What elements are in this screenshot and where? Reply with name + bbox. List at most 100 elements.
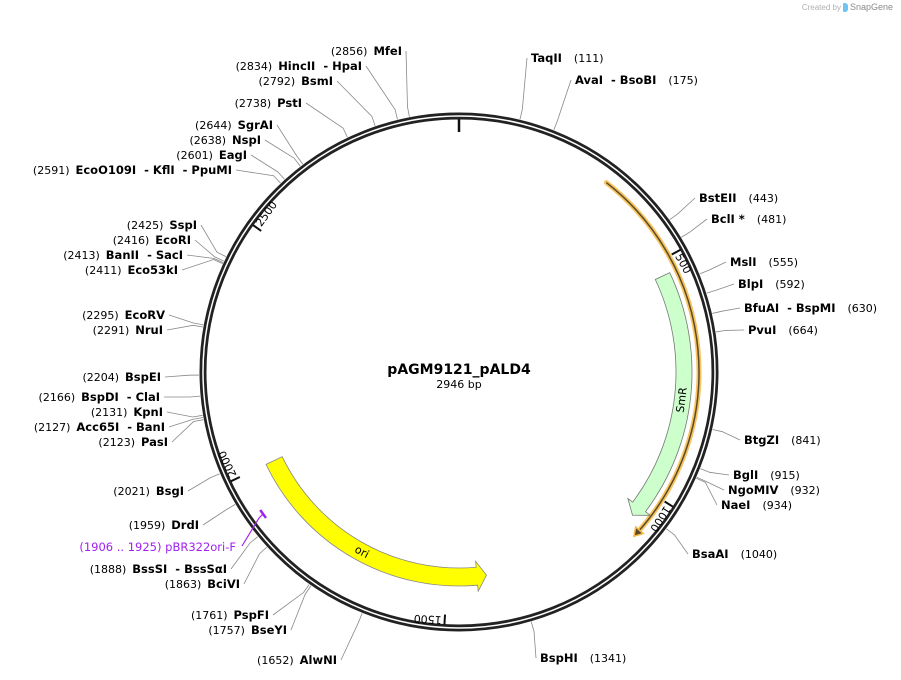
site-label[interactable]: (2834) HincII - HpaI xyxy=(236,59,362,73)
site-label[interactable]: (1652) AlwNI xyxy=(257,653,337,667)
restriction-site[interactable]: PvuI (664) xyxy=(715,323,818,337)
restriction-site[interactable]: (1761) PspFI xyxy=(191,584,310,622)
restriction-site[interactable]: TaqII (111) xyxy=(519,51,604,120)
site-name: Eco53kI xyxy=(127,263,178,277)
site-label[interactable]: (2127) Acc65I - BanI xyxy=(34,420,165,434)
restriction-site[interactable]: (2021) BsgI xyxy=(113,473,220,498)
site-name: PvuI xyxy=(748,323,776,337)
site-label[interactable]: BtgZI (841) xyxy=(744,433,821,447)
site-label[interactable]: (2123) PasI xyxy=(98,435,168,449)
site-label[interactable]: (2416) EcoRI xyxy=(113,233,191,247)
site-label[interactable]: (2204) BspEI xyxy=(82,370,161,384)
restriction-site[interactable]: (2856) MfeI xyxy=(331,44,410,117)
restriction-site[interactable]: (2834) HincII - HpaI xyxy=(236,59,398,120)
site-label[interactable]: NgoMIV (932) xyxy=(728,483,820,497)
restriction-site[interactable]: (2291) NruI xyxy=(93,323,203,337)
site-label[interactable]: BspHI (1341) xyxy=(540,651,626,665)
restriction-site[interactable]: (1959) DrdI xyxy=(129,504,236,532)
restriction-site[interactable]: BtgZI (841) xyxy=(712,429,821,447)
restriction-site[interactable]: NgoMIV (932) xyxy=(696,476,820,497)
restriction-site[interactable]: (2591) EcoO109I - KflI - PpuMI xyxy=(33,163,281,184)
restriction-site[interactable]: (1757) BseYI xyxy=(208,585,312,637)
site-label[interactable]: (2638) NspI xyxy=(189,133,261,147)
restriction-site[interactable]: (2638) NspI xyxy=(189,133,301,167)
site-label[interactable]: (1761) PspFI xyxy=(191,608,269,622)
site-label[interactable]: (2856) MfeI xyxy=(331,44,402,58)
site-label[interactable]: BfuAI - BspMI (630) xyxy=(744,301,877,315)
restriction-site[interactable]: (2644) SgrAI xyxy=(195,118,304,165)
site-name: NspI xyxy=(232,133,261,147)
restriction-site[interactable]: BspHI (1341) xyxy=(530,621,626,665)
feature-label: ori xyxy=(353,543,372,561)
site-label[interactable]: (2295) EcoRV xyxy=(82,308,165,322)
site-label[interactable]: (2291) NruI xyxy=(93,323,163,337)
restriction-site[interactable]: BsaAI (1040) xyxy=(666,528,777,561)
restriction-site[interactable]: (2204) BspEI xyxy=(82,370,200,384)
restriction-site[interactable]: (2123) PasI xyxy=(98,419,204,449)
site-label[interactable]: BstEII (443) xyxy=(699,191,778,205)
site-label[interactable]: (2425) SspI xyxy=(127,218,197,232)
restriction-site[interactable]: (1888) BssSI - BssSαI xyxy=(90,536,259,576)
restriction-site[interactable]: (2416) EcoRI xyxy=(113,233,224,262)
restriction-site[interactable]: (1652) AlwNI xyxy=(257,613,363,667)
site-label[interactable]: MslI (555) xyxy=(730,255,798,269)
restriction-site[interactable]: NaeI (934) xyxy=(696,477,792,512)
site-label[interactable]: (2413) BanII - SacI xyxy=(63,248,183,262)
site-label[interactable]: BglI (915) xyxy=(733,468,800,482)
restriction-site[interactable]: (2601) EagI xyxy=(176,148,285,180)
restriction-site[interactable]: MslI (555) xyxy=(699,255,798,275)
site-label[interactable]: (2021) BsgI xyxy=(113,484,184,498)
restriction-site[interactable]: BclI * (481) xyxy=(681,212,786,238)
site-label[interactable]: (2738) PstI xyxy=(235,96,302,110)
site-label[interactable]: BlpI (592) xyxy=(738,277,805,291)
site-label[interactable]: NaeI (934) xyxy=(721,498,792,512)
feature-smr[interactable]: SmR xyxy=(627,272,693,516)
restriction-site[interactable]: BlpI (592) xyxy=(706,277,805,294)
site-label[interactable]: (1757) BseYI xyxy=(208,623,287,637)
restriction-site[interactable]: (2738) PstI xyxy=(235,96,348,138)
site-label[interactable]: (2131) KpnI xyxy=(91,405,163,419)
site-label[interactable]: PvuI (664) xyxy=(748,323,818,337)
site-label[interactable]: (2591) EcoO109I - KflI - PpuMI xyxy=(33,163,232,177)
site-name: BsmI xyxy=(301,74,333,88)
restriction-site[interactable]: (2792) BsmI xyxy=(259,74,376,127)
restriction-site[interactable]: BfuAI - BspMI (630) xyxy=(712,301,877,315)
site-label[interactable]: TaqII (111) xyxy=(531,51,604,65)
site-label[interactable]: (2644) SgrAI xyxy=(195,118,273,132)
restriction-site[interactable]: AvaI - BsoBI (175) xyxy=(553,73,698,131)
site-position: (1040) xyxy=(741,548,778,561)
site-leader-line xyxy=(272,584,310,616)
site-label[interactable]: BsaAI (1040) xyxy=(692,547,777,561)
site-label[interactable]: (2601) EagI xyxy=(176,148,247,162)
restriction-site[interactable]: (2411) Eco53kI xyxy=(85,259,223,277)
restriction-site[interactable]: (2413) BanII - SacI xyxy=(63,248,224,264)
site-label[interactable]: AvaI - BsoBI (175) xyxy=(575,73,698,87)
site-position: (2738) xyxy=(235,97,272,110)
restriction-site[interactable]: (2166) BspDI - ClaI xyxy=(39,390,201,404)
feature-arrow[interactable] xyxy=(627,272,693,516)
restriction-site[interactable]: (2295) EcoRV xyxy=(82,308,204,326)
feature-ori[interactable]: ori xyxy=(265,456,487,593)
snapgene-credit: Created by SnapGene xyxy=(802,2,893,12)
primer-mark[interactable] xyxy=(259,509,267,519)
site-label[interactable]: (1888) BssSI - BssSαI xyxy=(90,562,227,576)
site-label[interactable]: (1863) BciVI xyxy=(165,577,240,591)
feature-arrow[interactable] xyxy=(265,456,487,593)
primer-label[interactable]: (1906 .. 1925) pBR322ori-F xyxy=(79,540,236,554)
site-label[interactable]: (2166) BspDI - ClaI xyxy=(39,390,160,404)
site-position: (2834) xyxy=(236,60,273,73)
orf-arc[interactable] xyxy=(603,180,702,538)
tick-mark xyxy=(252,224,262,232)
site-name: BtgZI xyxy=(744,433,779,447)
site-label[interactable]: (2792) BsmI xyxy=(259,74,333,88)
restriction-site[interactable]: (2425) SspI xyxy=(127,218,227,258)
restriction-site[interactable]: (2127) Acc65I - BanI xyxy=(34,417,204,434)
site-leader-line xyxy=(171,419,204,443)
restriction-site[interactable]: BstEII (443) xyxy=(669,191,778,220)
restriction-site[interactable]: (2131) KpnI xyxy=(91,405,203,419)
restriction-site[interactable]: BglI (915) xyxy=(700,468,800,482)
site-label[interactable]: (1959) DrdI xyxy=(129,518,199,532)
site-label[interactable]: BclI * (481) xyxy=(711,212,786,226)
restriction-site[interactable]: (1863) BciVI xyxy=(165,546,268,591)
site-label[interactable]: (2411) Eco53kI xyxy=(85,263,178,277)
